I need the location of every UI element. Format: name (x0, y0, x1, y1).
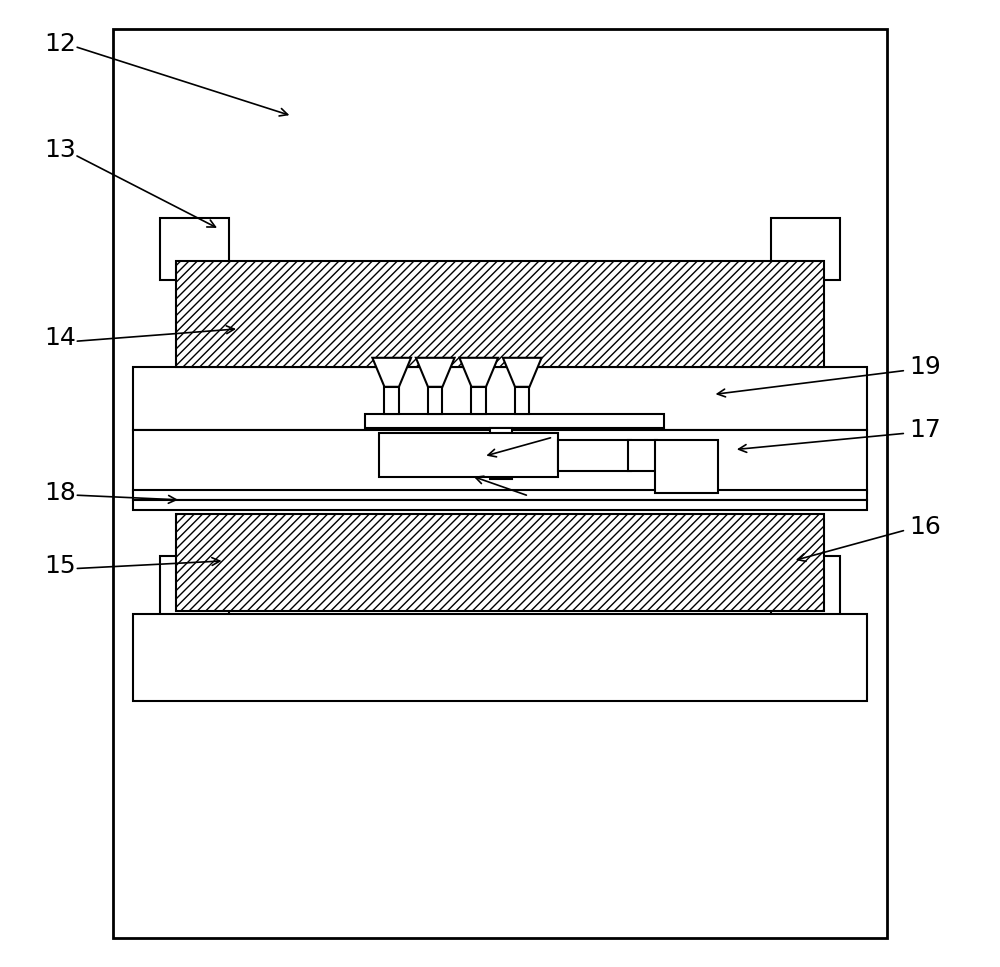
Bar (113, 29, 887, 938)
Bar (133, 490, 867, 500)
Bar (379, 433, 558, 477)
Bar (655, 440, 718, 493)
Polygon shape (416, 358, 455, 387)
Text: 15: 15 (44, 554, 76, 577)
Bar (133, 500, 867, 510)
Text: 18: 18 (44, 482, 76, 505)
Polygon shape (372, 358, 411, 387)
Text: 14: 14 (44, 327, 76, 350)
Bar (176, 261, 824, 367)
Bar (771, 218, 840, 280)
Text: 13: 13 (44, 138, 76, 161)
Bar (428, 387, 442, 414)
Polygon shape (503, 358, 542, 387)
Text: 17: 17 (910, 419, 941, 442)
Bar (628, 440, 657, 471)
Text: 12: 12 (44, 32, 76, 55)
Bar (176, 514, 824, 611)
Bar (558, 440, 631, 471)
Bar (133, 367, 867, 430)
Polygon shape (459, 358, 498, 387)
Bar (160, 218, 229, 280)
Bar (384, 387, 399, 414)
Text: 19: 19 (910, 356, 941, 379)
Bar (365, 414, 664, 428)
Bar (490, 428, 512, 479)
Bar (515, 387, 529, 414)
Bar (471, 387, 486, 414)
Text: 16: 16 (910, 515, 941, 539)
Bar (771, 556, 840, 619)
Bar (133, 614, 867, 701)
Bar (133, 430, 867, 493)
Bar (160, 556, 229, 619)
